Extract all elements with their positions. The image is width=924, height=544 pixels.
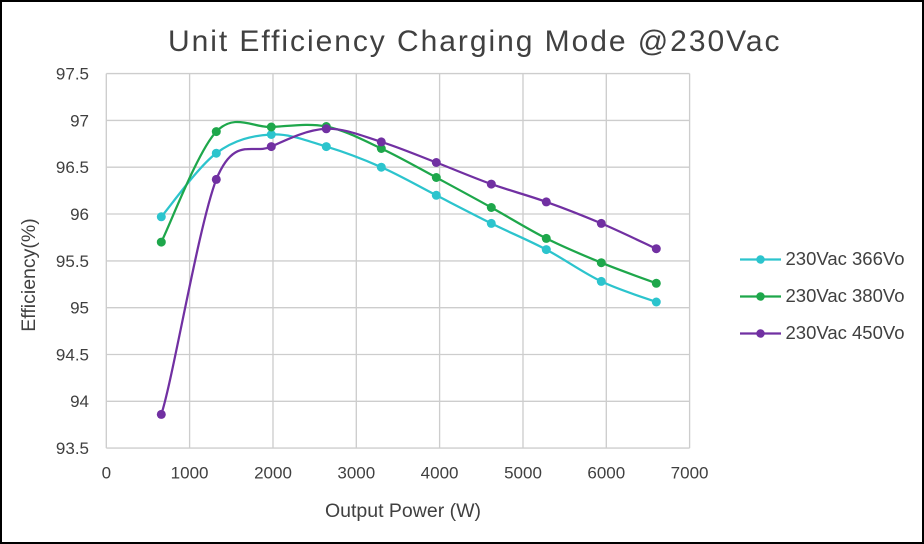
svg-text:Efficiency(%): Efficiency(%) — [18, 218, 40, 331]
svg-text:96: 96 — [70, 205, 89, 224]
svg-text:5000: 5000 — [504, 463, 542, 482]
svg-text:1000: 1000 — [171, 463, 209, 482]
svg-text:94: 94 — [70, 392, 89, 411]
svg-text:Unit Efficiency Charging Mode: Unit Efficiency Charging Mode @230Vac — [168, 25, 781, 58]
svg-text:6000: 6000 — [587, 463, 625, 482]
svg-text:97: 97 — [70, 111, 89, 130]
svg-text:3000: 3000 — [337, 463, 375, 482]
svg-text:94.5: 94.5 — [56, 345, 89, 364]
svg-text:230Vac 366Vo: 230Vac 366Vo — [786, 248, 905, 269]
svg-text:2000: 2000 — [254, 463, 292, 482]
svg-text:93.5: 93.5 — [56, 439, 89, 458]
svg-text:97.5: 97.5 — [56, 65, 89, 84]
svg-text:95: 95 — [70, 299, 89, 318]
svg-text:Output Power (W): Output Power (W) — [325, 500, 481, 522]
svg-text:230Vac 450Vo: 230Vac 450Vo — [786, 322, 905, 343]
svg-text:95.5: 95.5 — [56, 252, 89, 271]
svg-text:0: 0 — [102, 463, 111, 482]
svg-text:4000: 4000 — [421, 463, 459, 482]
svg-text:230Vac 380Vo: 230Vac 380Vo — [786, 285, 905, 306]
svg-text:96.5: 96.5 — [56, 158, 89, 177]
svg-text:7000: 7000 — [671, 463, 709, 482]
